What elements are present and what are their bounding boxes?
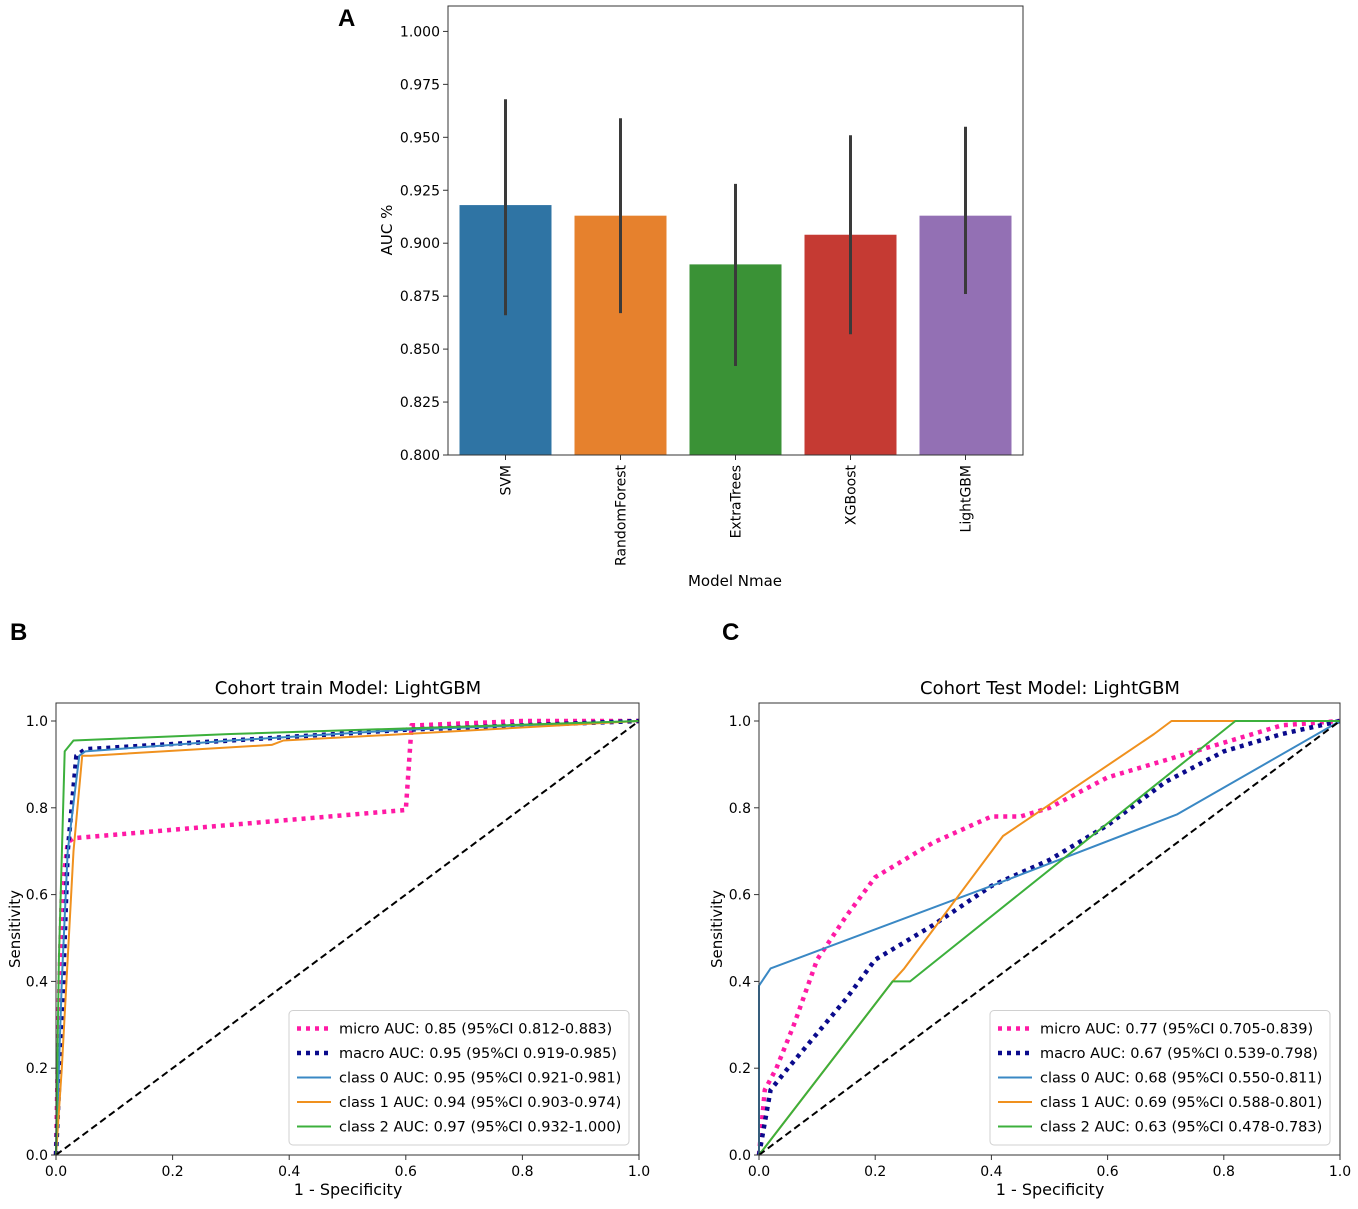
y-tick-label-b: 0.8 [26, 801, 48, 817]
y-axis-label-c: Sensitivity [708, 890, 726, 968]
chance-line-b-5 [55, 720, 640, 1156]
y-tick-label-c: 0.4 [729, 974, 751, 990]
y-tick-label-c: 0.0 [729, 1148, 751, 1164]
roc-curve-c-0 [756, 718, 1341, 1156]
x-axis-label-b: 1 - Specificity [294, 1180, 403, 1199]
x-axis-label-c: 1 - Specificity [996, 1180, 1105, 1199]
y-tick-label-a: 0.950 [400, 130, 440, 146]
x-axis-label-a: Model Nmae [688, 572, 782, 590]
legend-box-b [288, 1010, 630, 1146]
legend-label-b: class 0 AUC: 0.95 (95%CI 0.921-0.981) [339, 1071, 621, 1087]
x-tick-label-b: 0.0 [45, 1164, 67, 1180]
x-tick-label-c: 0.4 [980, 1164, 1002, 1180]
legend-label-c: class 2 AUC: 0.63 (95%CI 0.478-0.783) [1040, 1120, 1322, 1136]
legend-label-b: macro AUC: 0.95 (95%CI 0.919-0.985) [339, 1046, 617, 1062]
x-tick-label-c: 1.0 [1329, 1164, 1351, 1180]
y-tick-label-a: 0.900 [400, 236, 440, 252]
y-tick-label-c: 0.8 [729, 801, 751, 817]
plot-frame-c [758, 702, 1341, 1156]
legend-box-c [989, 1010, 1331, 1146]
x-tick-label-b: 0.8 [511, 1164, 533, 1180]
panel-label-c: C [722, 619, 739, 646]
roc-curve-b-2 [55, 720, 640, 1156]
roc-curve-c-3 [758, 720, 1340, 1156]
y-tick-label-b: 1.0 [26, 714, 48, 730]
y-tick-label-b: 0.6 [26, 888, 48, 904]
y-tick-label-c: 0.6 [729, 888, 751, 904]
panel-label-b: B [10, 619, 27, 646]
y-tick-label-a: 1.000 [400, 24, 440, 40]
y-tick-label-c: 1.0 [729, 714, 751, 730]
panel-label-a: A [338, 5, 355, 32]
x-tick-label-a: LightGBM [959, 465, 975, 532]
x-tick-label-a: ExtraTrees [729, 465, 745, 538]
y-tick-label-a: 0.800 [400, 448, 440, 464]
x-tick-label-a: XGBoost [844, 465, 860, 525]
panel-c-roc-chart: C Cohort Test Model: LightGBM 0.0 0.2 0.4 0… [708, 619, 1351, 1199]
y-tick-label-c: 0.2 [729, 1061, 751, 1077]
chart-title-c: Cohort Test Model: LightGBM [920, 678, 1180, 699]
x-tick-label-a: SVM [499, 465, 515, 496]
panel-b-roc-chart: B Cohort train Model: LightGBM 0.0 0.2 0.4… [6, 619, 650, 1199]
roc-curve-c-1 [756, 718, 1341, 1156]
x-tick-label-c: 0.8 [1213, 1164, 1235, 1180]
y-tick-label-a: 0.850 [400, 342, 440, 358]
x-tick-label-b: 0.6 [395, 1164, 417, 1180]
x-tick-label-b: 0.2 [161, 1164, 183, 1180]
legend-label-b: class 1 AUC: 0.94 (95%CI 0.903-0.974) [339, 1095, 621, 1111]
x-tick-label-c: 0.0 [748, 1164, 770, 1180]
chart-title-b: Cohort train Model: LightGBM [215, 678, 481, 699]
y-tick-label-b: 0.0 [26, 1148, 48, 1164]
x-tick-label-a: RandomForest [614, 465, 630, 566]
x-tick-label-c: 0.6 [1096, 1164, 1118, 1180]
legend-label-c: micro AUC: 0.77 (95%CI 0.705-0.839) [1040, 1022, 1313, 1038]
x-tick-label-b: 0.4 [278, 1164, 300, 1180]
y-tick-label-a: 0.975 [400, 77, 440, 93]
roc-curve-c-4 [758, 720, 1340, 1156]
y-tick-label-a: 0.825 [400, 395, 440, 411]
y-tick-label-a: 0.875 [400, 289, 440, 305]
y-tick-label-a: 0.925 [400, 183, 440, 199]
legend-label-b: class 2 AUC: 0.97 (95%CI 0.932-1.000) [339, 1120, 621, 1136]
panel-a-bar-chart: A 0.800 0.825 0.850 0.875 0.900 0.925 0.950 0.9… [338, 5, 1024, 590]
legend-label-c: macro AUC: 0.67 (95%CI 0.539-0.798) [1040, 1046, 1318, 1062]
legend-label-c: class 1 AUC: 0.69 (95%CI 0.588-0.801) [1040, 1095, 1322, 1111]
y-axis-label-a: AUC % [378, 205, 396, 256]
legend-label-b: micro AUC: 0.85 (95%CI 0.812-0.883) [339, 1022, 612, 1038]
y-tick-label-b: 0.4 [26, 974, 48, 990]
roc-curve-b-4 [55, 720, 640, 1156]
y-tick-label-b: 0.2 [26, 1061, 48, 1077]
x-tick-label-b: 1.0 [628, 1164, 650, 1180]
plot-frame-b [55, 702, 640, 1156]
x-tick-label-c: 0.2 [864, 1164, 886, 1180]
roc-curve-b-0 [53, 718, 639, 1156]
legend-label-c: class 0 AUC: 0.68 (95%CI 0.550-0.811) [1040, 1071, 1322, 1087]
roc-curve-b-3 [55, 720, 640, 1156]
y-axis-label-b: Sensitivity [6, 890, 24, 968]
